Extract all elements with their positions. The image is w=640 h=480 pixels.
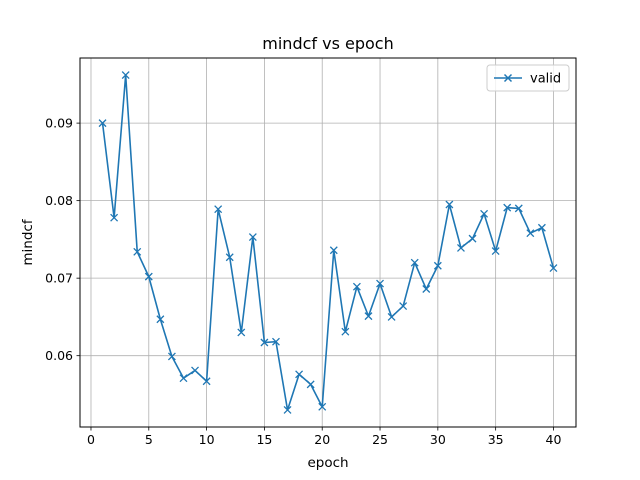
data-point: [468, 234, 477, 243]
data-point: [341, 327, 350, 336]
y-tick-label: 0.06: [45, 348, 73, 363]
data-point: [480, 209, 489, 218]
data-point: [283, 405, 292, 414]
data-point: [260, 338, 269, 347]
data-point: [248, 233, 257, 242]
data-point: [399, 302, 408, 311]
data-point: [191, 366, 199, 375]
data-point: [376, 279, 384, 288]
y-tick-label: 0.08: [45, 193, 73, 208]
data-point: [422, 285, 431, 293]
plot-area: [80, 58, 576, 427]
x-tick-label: 5: [145, 432, 153, 447]
y-tick-label: 0.09: [45, 116, 73, 131]
data-point: [237, 328, 246, 337]
legend-box: [486, 64, 570, 92]
data-point: [491, 247, 500, 255]
x-tick-label: 30: [430, 432, 446, 447]
x-tick-label: 40: [546, 432, 562, 447]
data-point: [537, 223, 546, 232]
data-point: [457, 243, 465, 252]
legend-marker: [503, 73, 513, 83]
data-point: [306, 380, 315, 389]
grid: [80, 58, 576, 427]
data-point: [329, 246, 338, 255]
data-point: [133, 247, 142, 256]
legend: valid: [486, 64, 570, 92]
legend-label: valid: [530, 72, 561, 87]
x-tick-label: 10: [199, 432, 215, 447]
data-point: [144, 272, 153, 281]
plot-frame: [79, 57, 577, 428]
chart-title: mindcf vs epoch: [262, 34, 393, 53]
data-point: [225, 253, 234, 262]
data-point: [295, 370, 304, 379]
data-point: [503, 203, 512, 212]
x-tick-label: 0: [87, 432, 95, 447]
data-point: [179, 374, 188, 383]
series-line-valid: [101, 74, 555, 411]
data-point: [318, 402, 327, 411]
data-point: [352, 282, 361, 291]
series-layer: [98, 71, 558, 414]
x-tick-label: 20: [314, 432, 330, 447]
data-point: [445, 200, 454, 209]
y-tick-label: 0.07: [45, 271, 73, 286]
data-point: [387, 312, 396, 321]
data-point: [110, 213, 119, 222]
data-point: [121, 71, 130, 80]
data-point: [272, 337, 280, 346]
x-tick-label: 15: [256, 432, 272, 447]
data-point: [202, 377, 211, 386]
data-point: [214, 205, 223, 214]
y-axis-label: mindcf: [20, 218, 36, 265]
ticks: 0 5 10 15 20 25 30 35 40 0.06 0.07 0.08 0.09: [45, 116, 561, 447]
data-point: [433, 261, 442, 270]
x-axis-label: epoch: [307, 455, 348, 471]
data-point: [526, 229, 535, 238]
data-point: [156, 315, 165, 324]
x-tick-label: 35: [488, 432, 504, 447]
data-point: [514, 204, 523, 213]
data-point: [549, 264, 558, 273]
data-point: [167, 352, 176, 361]
data-point: [98, 119, 107, 128]
data-point: [364, 312, 373, 321]
data-point: [410, 258, 419, 267]
x-tick-label: 25: [372, 432, 388, 447]
